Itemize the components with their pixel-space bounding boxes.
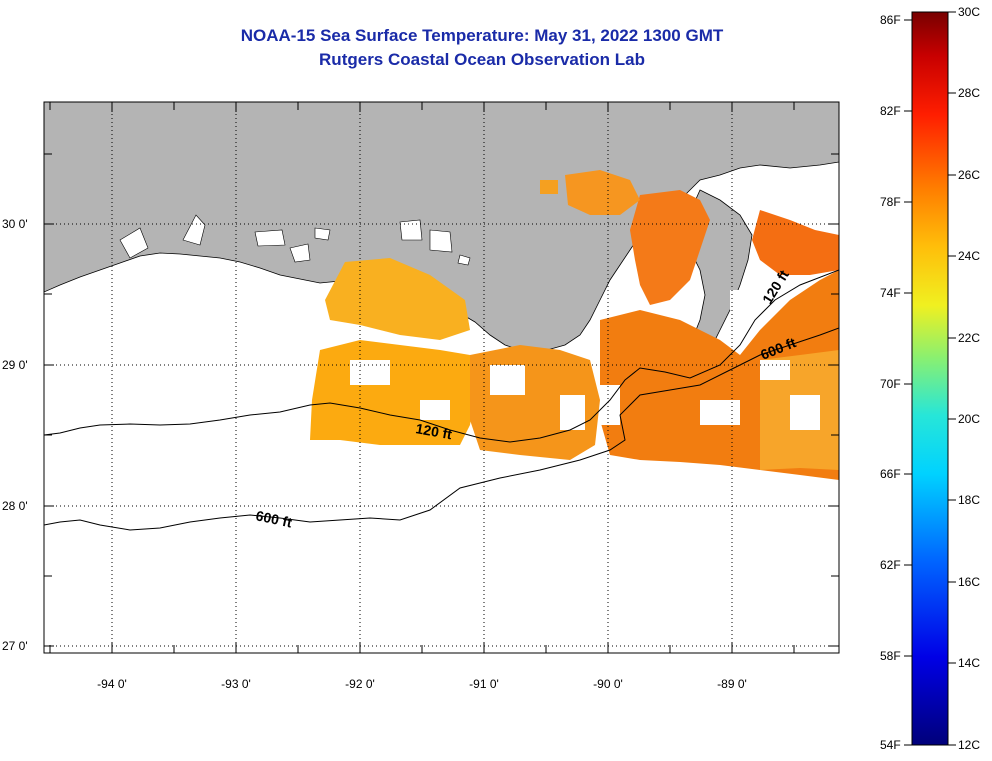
cb-c-20: 20C [958,412,980,426]
lon-label-92: -92 0' [345,677,375,691]
map-title: NOAA-15 Sea Surface Temperature: May 31,… [240,26,724,45]
land-area [44,102,839,353]
cb-f-70: 70F [880,377,901,391]
depth-contours [44,269,839,531]
cb-c-14: 14C [958,656,980,670]
lat-label-27: 27 0' [2,639,28,653]
islands [119,214,471,266]
cb-c-24: 24C [958,249,980,263]
lon-label-89: -89 0' [717,677,747,691]
lat-label-28: 28 0' [2,499,28,513]
colorbar: 86F 82F 78F 74F 70F 66F 62F 58F 54F 30C … [880,5,980,752]
cloud-gaps [350,290,820,430]
contour-label-120ft-a: 120 ft [414,420,453,442]
lat-label-29: 29 0' [2,358,28,372]
cb-c-28: 28C [958,86,980,100]
cb-c-26: 26C [958,168,980,182]
cb-c-16: 16C [958,575,980,589]
lat-label-30: 30 0' [2,217,28,231]
colorbar-gradient [911,11,949,746]
lon-label-90: -90 0' [593,677,623,691]
cb-f-78: 78F [880,195,901,209]
frame-ticks [44,102,839,653]
graticule [44,102,839,653]
cb-f-86: 86F [880,13,901,27]
cb-f-74: 74F [880,286,901,300]
lon-label-91: -91 0' [469,677,499,691]
cb-f-82: 82F [880,104,901,118]
contour-600ft [44,327,839,531]
cb-c-22: 22C [958,331,980,345]
cb-f-66: 66F [880,467,901,481]
cb-f-54: 54F [880,738,901,752]
sst-data [310,170,839,480]
cb-c-18: 18C [958,493,980,507]
contour-120ft [44,269,839,443]
map-border [43,101,840,654]
lon-label-93: -93 0' [221,677,251,691]
cb-f-58: 58F [880,649,901,663]
cb-c-12: 12C [958,738,980,752]
cb-c-30: 30C [958,5,980,19]
contour-label-600ft-a: 600 ft [254,507,293,530]
lon-label-94: -94 0' [97,677,127,691]
map-subtitle: Rutgers Coastal Ocean Observation Lab [319,50,645,69]
cb-f-62: 62F [880,558,901,572]
